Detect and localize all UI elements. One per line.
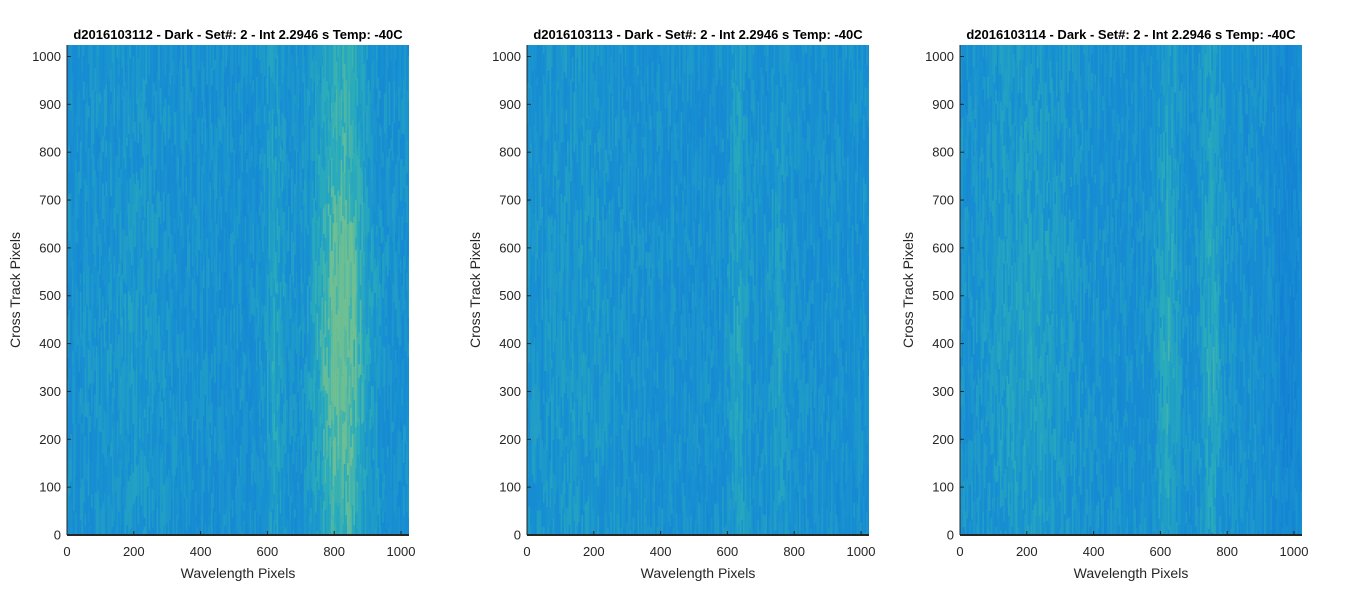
- y-tick-label: 100: [39, 480, 61, 495]
- y-tick-label: 300: [499, 384, 521, 399]
- chart-title: d2016103114 - Dark - Set#: 2 - Int 2.294…: [966, 27, 1296, 42]
- y-tick-label: 1000: [32, 49, 61, 64]
- x-tick-label: 0: [956, 544, 963, 559]
- x-tick-label: 800: [1216, 544, 1238, 559]
- y-tick-label: 300: [932, 384, 954, 399]
- x-tick-label: 400: [190, 544, 212, 559]
- y-tick-label: 200: [499, 432, 521, 447]
- y-tick-label: 200: [39, 432, 61, 447]
- heatmap-image: [960, 45, 1303, 582]
- x-tick-label: 1000: [847, 544, 876, 559]
- x-tick-label: 0: [63, 544, 70, 559]
- x-axis-label: Wavelength Pixels: [181, 565, 296, 581]
- y-tick-label: 400: [499, 336, 521, 351]
- y-tick-label: 600: [932, 240, 954, 255]
- y-tick-label: 900: [932, 97, 954, 112]
- x-axis-label: Wavelength Pixels: [641, 565, 756, 581]
- y-tick-label: 0: [54, 528, 61, 543]
- x-axis-label: Wavelength Pixels: [1074, 565, 1189, 581]
- x-tick-label: 600: [257, 544, 279, 559]
- y-tick-label: 700: [39, 193, 61, 208]
- y-axis-label: Cross Track Pixels: [900, 232, 916, 348]
- y-axis-label: Cross Track Pixels: [467, 232, 483, 348]
- y-tick-label: 0: [947, 528, 954, 543]
- panel-1: 0 100 200 300 400 500 600 700 800 900 1000 0 200 400 6…: [7, 27, 415, 581]
- x-tick-label: 200: [1016, 544, 1038, 559]
- chart-title: d2016103112 - Dark - Set#: 2 - Int 2.294…: [73, 27, 403, 42]
- y-tick-label: 500: [499, 288, 521, 303]
- x-tick-label: 800: [323, 544, 345, 559]
- y-tick-label: 1000: [492, 49, 521, 64]
- x-tick-label: 600: [1150, 544, 1172, 559]
- y-tick-label: 800: [39, 145, 61, 160]
- y-tick-label: 300: [39, 384, 61, 399]
- y-tick-label: 600: [39, 240, 61, 255]
- y-tick-label: 900: [499, 97, 521, 112]
- x-tick-label: 400: [650, 544, 672, 559]
- y-tick-label: 1000: [925, 49, 954, 64]
- panel-2: 0 100 200 300 400 500 600 700 800 900 1000 0 200 400 6…: [467, 27, 875, 581]
- x-tick-label: 0: [523, 544, 530, 559]
- y-tick-label: 500: [39, 288, 61, 303]
- y-tick-label: 600: [499, 240, 521, 255]
- heatmap-image: [527, 45, 870, 581]
- y-tick-label: 100: [499, 480, 521, 495]
- y-tick-label: 800: [499, 145, 521, 160]
- heatmap-image: [67, 45, 410, 580]
- y-tick-label: 100: [932, 480, 954, 495]
- x-tick-label: 400: [1083, 544, 1105, 559]
- x-tick-label: 1000: [387, 544, 416, 559]
- y-tick-label: 700: [499, 193, 521, 208]
- panel-3: 0 100 200 300 400 500 600 700 800 900 1000 0 200 400 6…: [900, 27, 1308, 582]
- y-tick-label: 0: [514, 528, 521, 543]
- y-axis-label: Cross Track Pixels: [7, 232, 23, 348]
- y-tick-label: 400: [39, 336, 61, 351]
- x-tick-label: 200: [123, 544, 145, 559]
- chart-title: d2016103113 - Dark - Set#: 2 - Int 2.294…: [533, 27, 863, 42]
- y-tick-label: 400: [932, 336, 954, 351]
- x-tick-label: 800: [783, 544, 805, 559]
- y-tick-label: 700: [932, 193, 954, 208]
- y-tick-label: 500: [932, 288, 954, 303]
- y-tick-label: 800: [932, 145, 954, 160]
- y-tick-label: 900: [39, 97, 61, 112]
- x-tick-label: 600: [717, 544, 739, 559]
- x-tick-label: 1000: [1280, 544, 1309, 559]
- y-tick-label: 200: [932, 432, 954, 447]
- x-tick-label: 200: [583, 544, 605, 559]
